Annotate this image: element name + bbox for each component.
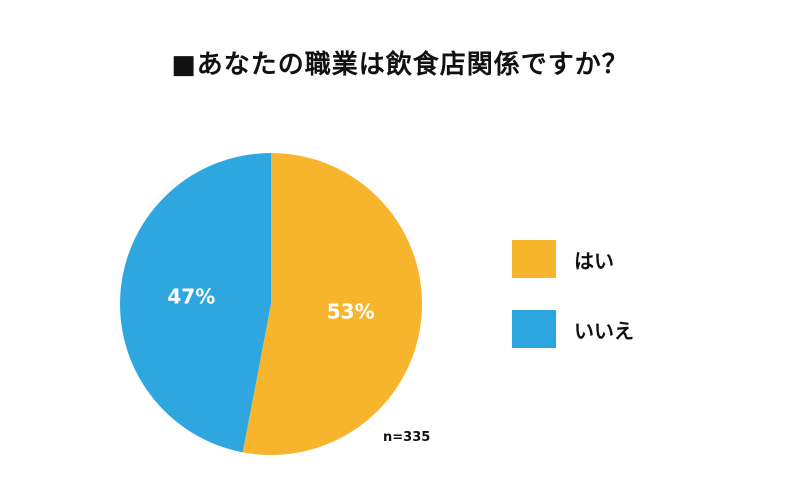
legend-label-yes: はい bbox=[574, 248, 614, 273]
legend-label-no: いいえ bbox=[574, 318, 634, 343]
pie-slice-no bbox=[119, 152, 272, 453]
legend-item-no: いいえ bbox=[512, 310, 634, 348]
legend-swatch-no bbox=[512, 310, 556, 348]
legend-swatch-yes bbox=[512, 240, 556, 278]
slice-label-no: 47% bbox=[167, 284, 215, 308]
slice-label-yes: 53% bbox=[327, 300, 375, 324]
legend-item-yes: はい bbox=[512, 240, 614, 278]
pie-slice-yes bbox=[242, 153, 422, 455]
sample-size-annotation: n=335 bbox=[383, 430, 431, 445]
chart-title: ■あなたの職業は飲食店関係ですか？ bbox=[171, 50, 629, 80]
